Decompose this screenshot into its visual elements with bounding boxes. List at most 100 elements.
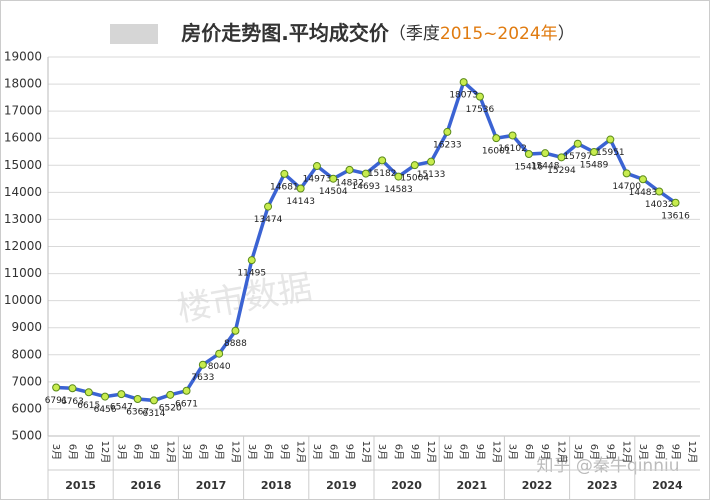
x-tick-label: 3月 — [376, 444, 388, 460]
point — [590, 148, 599, 157]
data-label: 14583 — [384, 185, 413, 195]
x-tick-label: 12月 — [164, 441, 176, 464]
point — [573, 139, 582, 148]
data-label: 13616 — [661, 211, 690, 221]
y-tick-label: 10000 — [4, 293, 42, 307]
y-tick-label: 5000 — [11, 429, 42, 443]
point — [459, 78, 468, 87]
x-tick-label: 12月 — [360, 441, 372, 464]
y-tick-label: 13000 — [4, 212, 42, 226]
x-tick-label: 9月 — [604, 444, 616, 460]
y-tick-label: 9000 — [11, 320, 42, 334]
point — [427, 157, 436, 166]
point — [296, 184, 305, 193]
x-tick-label: 9月 — [670, 444, 682, 460]
y-tick-label: 19000 — [4, 50, 42, 64]
data-label: 15294 — [547, 166, 576, 176]
year-label: 2022 — [522, 479, 553, 492]
y-tick-label: 12000 — [4, 239, 42, 253]
point — [149, 396, 158, 405]
data-label: 14032 — [645, 200, 674, 210]
x-tick-label: 9月 — [213, 444, 225, 460]
x-tick-label: 3月 — [311, 444, 323, 460]
point — [264, 202, 273, 211]
data-label: 8040 — [208, 362, 231, 372]
subtitle-suffix: ） — [558, 24, 575, 44]
x-tick-label: 12月 — [621, 441, 633, 464]
data-label: 14693 — [352, 182, 381, 192]
y-tick-label: 16000 — [4, 131, 42, 145]
title-main: 房价走势图.平均成交价 — [181, 21, 390, 45]
x-tick-label: 6月 — [66, 444, 78, 460]
point — [182, 386, 191, 395]
data-label: 6791 — [45, 396, 68, 406]
point — [508, 131, 517, 140]
data-label: 6520 — [159, 403, 182, 413]
x-tick-label: 6月 — [653, 444, 665, 460]
x-tick-label: 12月 — [99, 441, 111, 464]
year-label: 2021 — [456, 479, 487, 492]
data-label: 16102 — [498, 144, 527, 154]
point — [52, 383, 61, 392]
point — [557, 153, 566, 162]
y-tick-label: 6000 — [11, 401, 42, 415]
x-tick-label: 12月 — [295, 441, 307, 464]
x-tick-label: 6月 — [132, 444, 144, 460]
watermark: 知乎 @秦牛qinniu — [537, 456, 680, 476]
data-label: 11495 — [237, 269, 266, 279]
point — [475, 92, 484, 101]
data-label: 6456 — [94, 405, 117, 415]
y-tick-label: 11000 — [4, 266, 42, 280]
point — [524, 150, 533, 159]
subtitle-prefix: （季度 — [389, 24, 440, 44]
x-tick-label: 12月 — [555, 441, 567, 464]
year-label: 2024 — [652, 479, 683, 492]
data-label: 6671 — [175, 399, 198, 409]
x-tick-label: 6月 — [588, 444, 600, 460]
x-tick-label: 9月 — [409, 444, 421, 460]
point — [541, 149, 550, 158]
point — [68, 384, 77, 393]
year-label: 2023 — [587, 479, 618, 492]
y-tick-label: 14000 — [4, 185, 42, 199]
point — [247, 256, 256, 265]
chart-title: 房价走势图.平均成交价（季度2015~2024年） — [181, 21, 574, 45]
data-label: 6547 — [110, 403, 133, 413]
point — [410, 161, 419, 170]
x-tick-label: 3月 — [441, 444, 453, 460]
data-label: 15797 — [563, 152, 592, 162]
x-tick-label: 6月 — [262, 444, 274, 460]
point — [101, 392, 110, 401]
x-tick-label: 9月 — [83, 444, 95, 460]
x-tick-label: 9月 — [344, 444, 356, 460]
point — [329, 174, 338, 183]
point — [378, 156, 387, 165]
data-label: 7633 — [191, 373, 214, 383]
x-tick-label: 12月 — [490, 441, 502, 464]
x-tick-label: 6月 — [523, 444, 535, 460]
data-label: 15416 — [515, 163, 544, 173]
point — [655, 187, 664, 196]
x-tick-label: 3月 — [115, 444, 127, 460]
x-tick-label: 6月 — [197, 444, 209, 460]
point — [361, 169, 370, 178]
x-tick-label: 9月 — [474, 444, 486, 460]
data-label: 8888 — [224, 339, 247, 349]
data-label: 14832 — [335, 178, 364, 188]
x-tick-label: 3月 — [50, 444, 62, 460]
x-tick-label: 3月 — [181, 444, 193, 460]
data-label: 14681 — [270, 182, 299, 192]
x-tick-label: 12月 — [686, 441, 698, 464]
year-label: 2018 — [261, 479, 292, 492]
data-label: 6314 — [142, 409, 165, 419]
point — [606, 135, 615, 144]
year-label: 2017 — [196, 479, 227, 492]
point — [215, 349, 224, 358]
point — [312, 162, 321, 171]
x-tick-label: 3月 — [246, 444, 258, 460]
data-label: 14973 — [303, 175, 332, 185]
x-tick-label: 6月 — [327, 444, 339, 460]
point — [443, 127, 452, 136]
